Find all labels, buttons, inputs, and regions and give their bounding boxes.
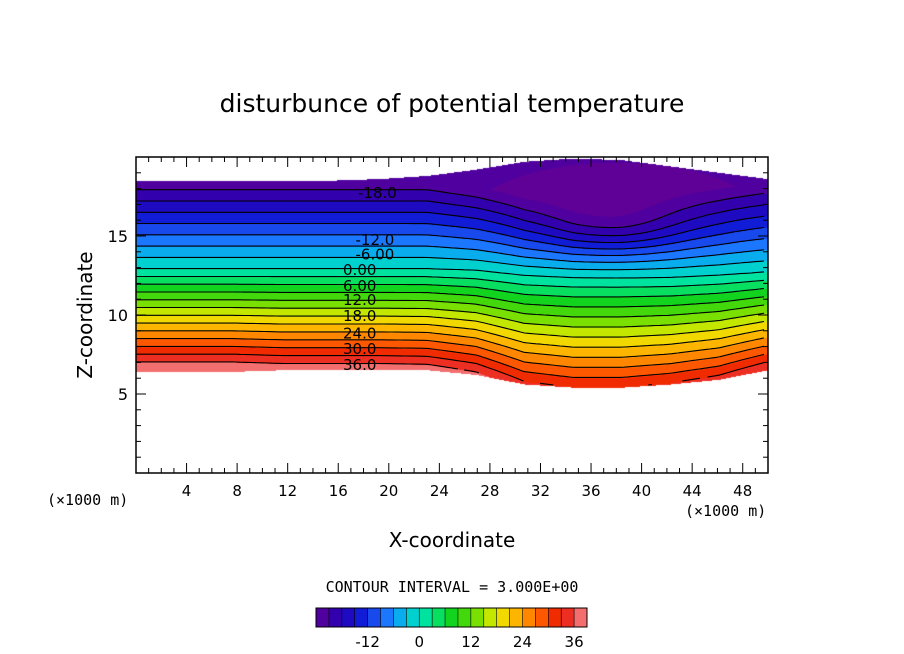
colorbar-band <box>509 608 523 627</box>
contour-line-0 <box>136 268 765 279</box>
colorbar: -12 0 12 24 36 <box>315 607 588 651</box>
contour-line-27 <box>136 338 765 368</box>
colorbar-band <box>470 608 485 627</box>
x-tick-label: 4 <box>182 482 192 500</box>
y-tick-label: 5 <box>118 385 128 404</box>
x-axis-label: X-coordinate <box>389 528 516 552</box>
colorbar-band <box>419 608 433 627</box>
x-tick-label: 20 <box>379 482 398 500</box>
contour-label: 24.0 <box>343 324 376 342</box>
colorbar-band <box>574 608 588 627</box>
contour-line-6 <box>136 283 765 298</box>
colorbar-band <box>341 608 356 627</box>
contour-line-neg15 <box>136 211 765 244</box>
colorbar-band <box>367 608 381 627</box>
contour-label: 18.0 <box>343 307 376 325</box>
colorbar-band <box>445 608 459 627</box>
colorbar-tick-label: 36 <box>565 633 584 651</box>
x-tick-label: 40 <box>632 482 651 500</box>
contour-label: -6.00 <box>355 245 394 263</box>
contour-line-neg3 <box>136 256 764 271</box>
colorbar-band <box>406 608 420 627</box>
contour-label: -18.0 <box>358 184 397 202</box>
colorbar-band <box>316 608 330 627</box>
contour-line-neg21 <box>136 189 765 229</box>
x-unit-right: (×1000 m) <box>685 502 766 520</box>
x-tick-label: 32 <box>531 482 550 500</box>
contour-line-neg6 <box>136 245 765 263</box>
colorbar-tick-label: 0 <box>414 633 424 651</box>
contour-interval-note: CONTOUR INTERVAL = 3.000E+00 <box>326 578 579 596</box>
x-tick-label: 16 <box>329 482 348 500</box>
colorbar-band <box>561 608 575 627</box>
colorbar-stripes <box>315 608 588 627</box>
contour-label: 6.00 <box>343 277 376 295</box>
colorbar-band <box>496 608 510 627</box>
colorbar-tick-label: -12 <box>355 633 380 651</box>
colorbar-band <box>548 608 562 627</box>
colorbar-frame <box>315 607 588 628</box>
y-tick-label: 15 <box>108 227 128 246</box>
x-tick-label: 36 <box>581 482 600 500</box>
colorbar-band <box>483 608 498 627</box>
colorbar-tick-label: 12 <box>461 633 480 651</box>
colorbar-tick-label: 24 <box>513 633 532 651</box>
colorbar-band <box>328 608 343 627</box>
chart-title: disturbunce of potential temperature <box>220 89 685 118</box>
x-tick-label: 44 <box>683 482 702 500</box>
colorbar-band <box>380 608 394 627</box>
contour-line-neg9 <box>136 234 765 257</box>
x-tick-label: 48 <box>733 482 752 500</box>
y-axis-label: Z-coordinate <box>73 251 97 378</box>
contour-line-33 <box>136 353 765 386</box>
contour-label: -12.0 <box>355 231 394 249</box>
contour-field <box>136 157 768 473</box>
x-tick-label: 24 <box>430 482 449 500</box>
contour-line-12 <box>136 299 765 318</box>
contour-line-neg12 <box>136 222 765 250</box>
contour-line-9 <box>136 291 765 308</box>
contour-line-3 <box>136 275 765 288</box>
colorbar-band <box>432 608 446 627</box>
contour-line-21 <box>136 322 765 348</box>
contour-label: 30.0 <box>343 340 376 358</box>
contour-label: 12.0 <box>343 291 376 309</box>
contour-line-neg18 <box>136 200 765 237</box>
x-tick-label: 12 <box>278 482 297 500</box>
contour-labels: -18.0 -12.0-6.000.006.0012.018.024.030.03… <box>343 184 397 374</box>
contour-label: 36.0 <box>343 356 376 374</box>
x-unit-left: (×1000 m) <box>47 491 128 509</box>
x-tick-label: 28 <box>480 482 499 500</box>
colorbar-band <box>535 608 549 627</box>
colorbar-band <box>522 608 536 627</box>
contour-line-15 <box>136 306 765 328</box>
colorbar-band <box>393 608 407 627</box>
contour-label: 0.00 <box>343 261 376 279</box>
colorbar-ticks: -12 0 12 24 36 <box>355 633 583 651</box>
colorbar-band <box>457 608 472 627</box>
x-tick-label: 8 <box>232 482 242 500</box>
colorbar-band <box>354 608 369 627</box>
y-tick-label: 10 <box>108 306 128 325</box>
